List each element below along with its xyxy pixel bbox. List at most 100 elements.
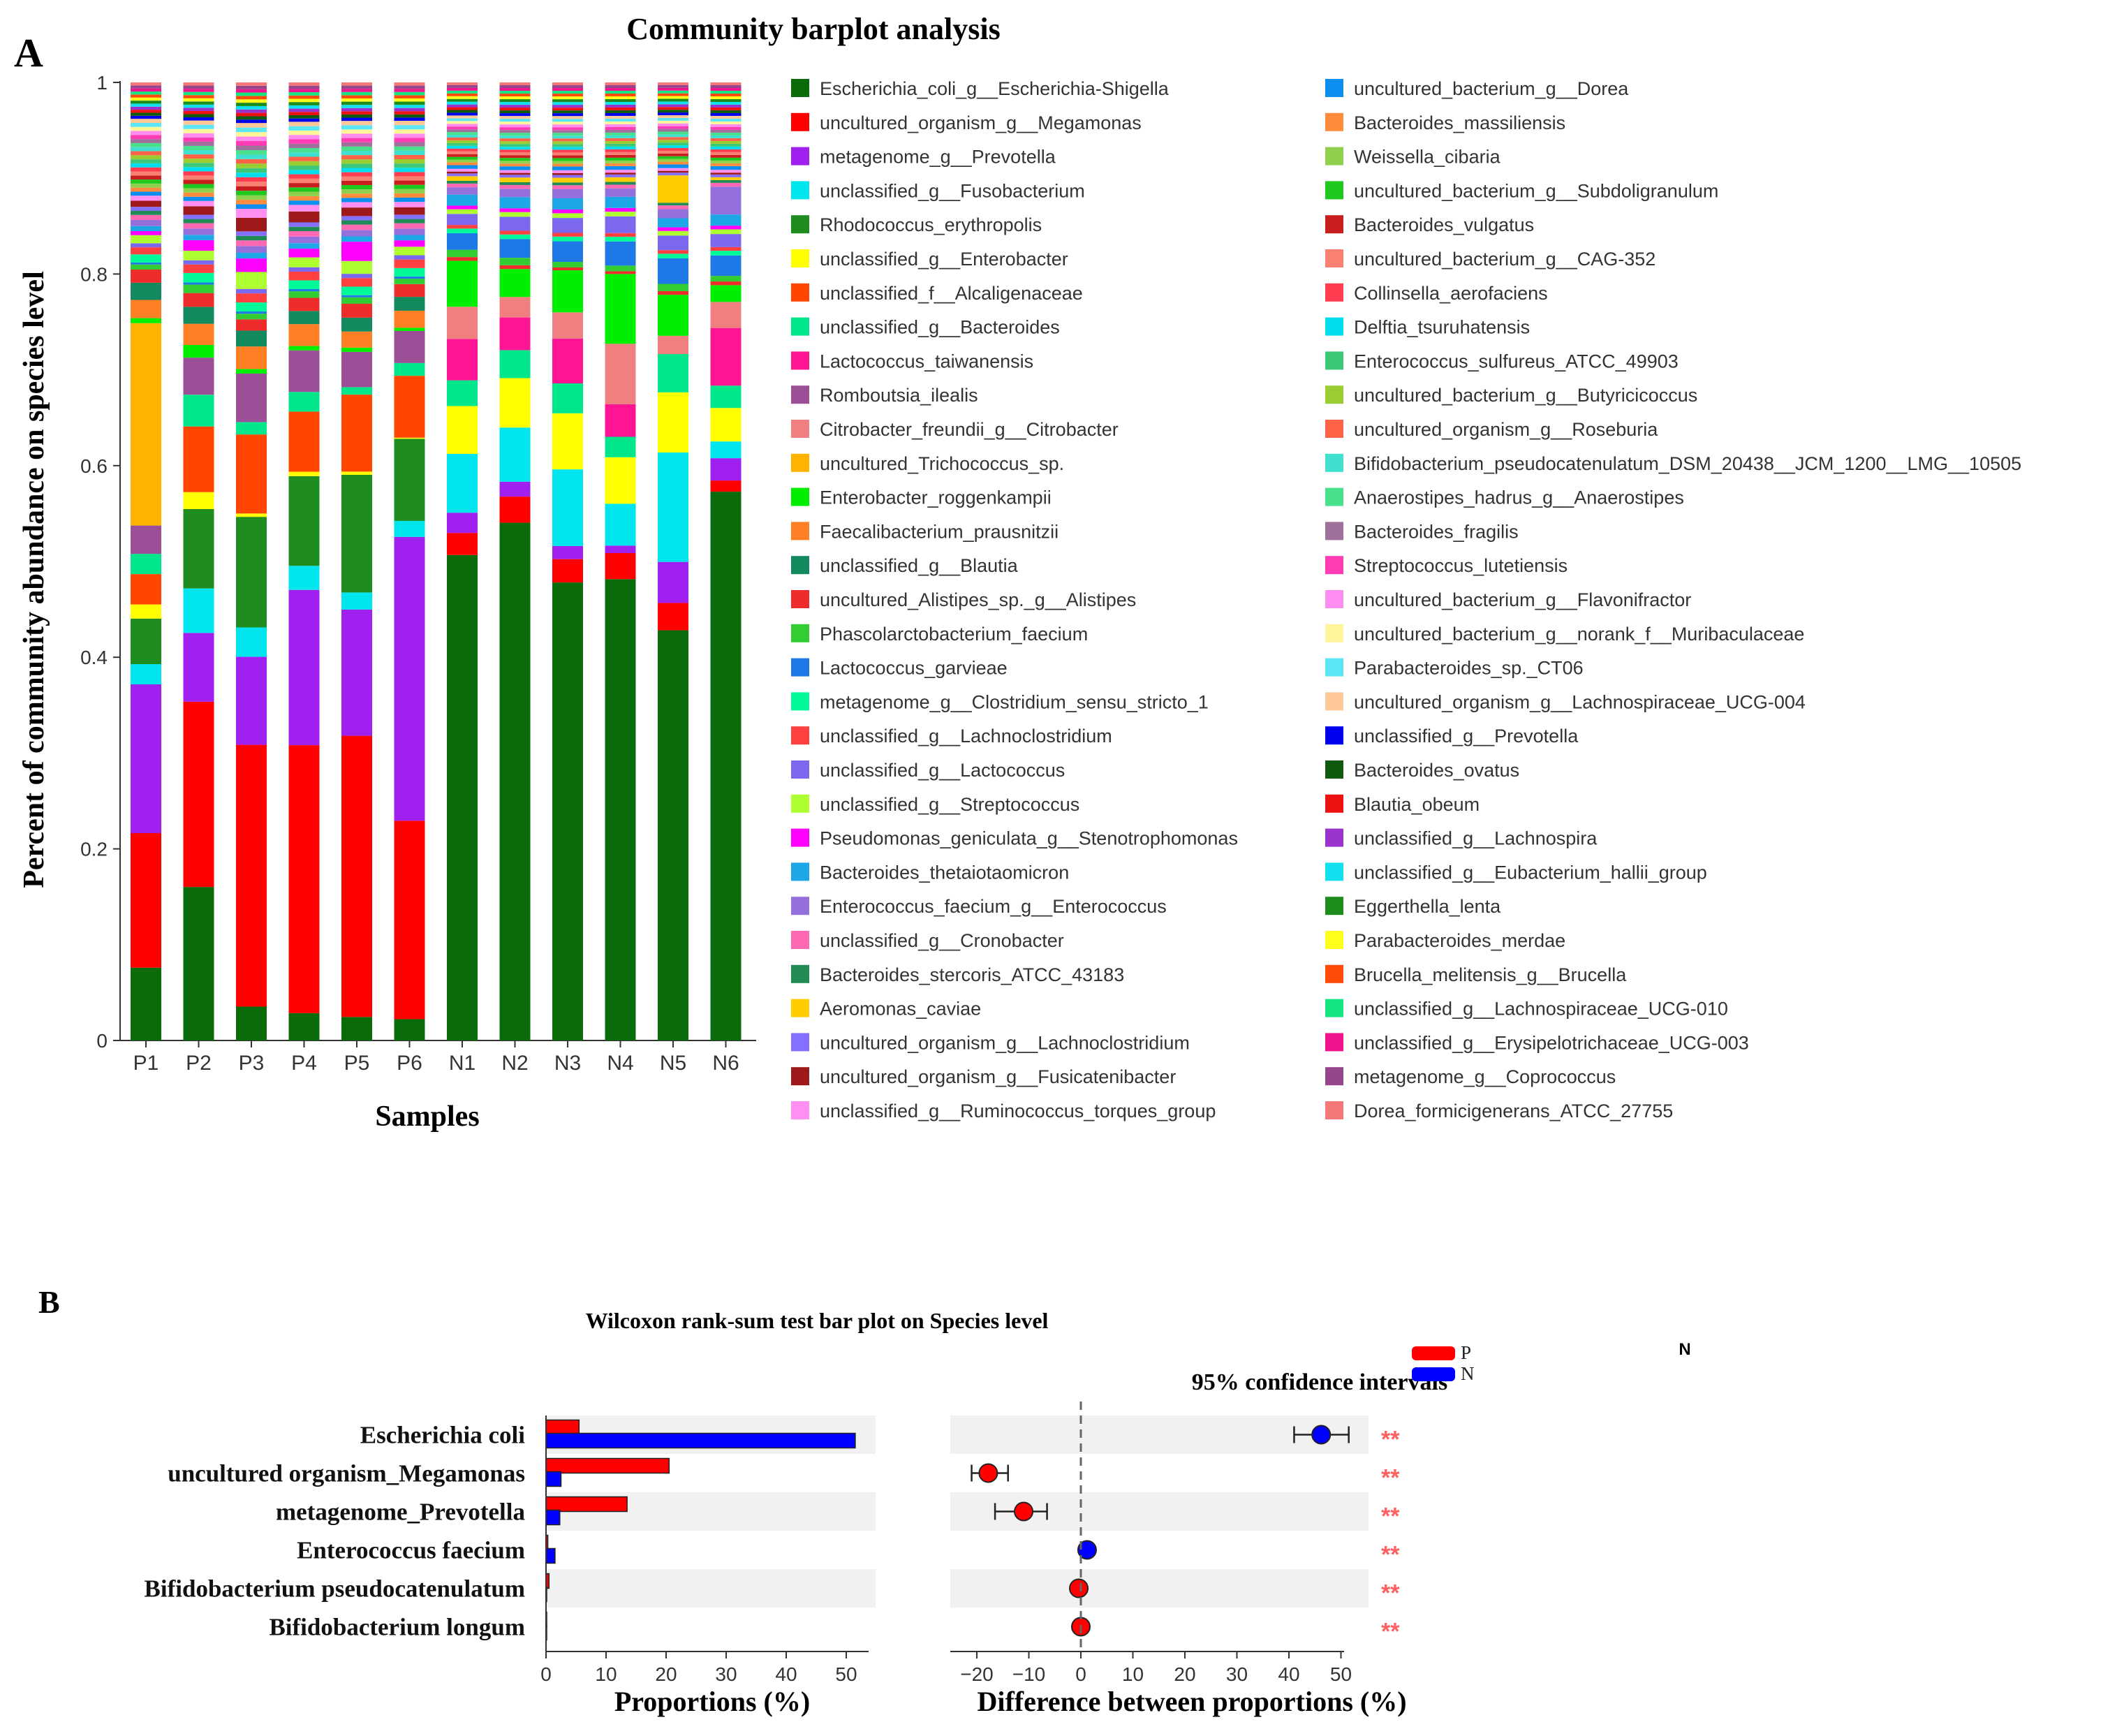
bar-segment	[552, 85, 583, 89]
bar-segment	[288, 95, 320, 99]
bar-segment	[183, 171, 214, 176]
bar-segment	[710, 165, 742, 170]
bar-segment	[288, 161, 320, 166]
bar-segment	[288, 165, 320, 170]
bar-segment	[447, 121, 478, 124]
bar-segment	[658, 107, 688, 110]
bar-segment	[447, 145, 478, 149]
bar-segment	[183, 214, 214, 219]
legend-label: Dorea_formicigenerans_ATCC_27755	[1354, 1101, 1673, 1121]
bar-segment	[710, 492, 742, 1040]
bar-segment	[183, 219, 214, 223]
bar-segment	[447, 187, 478, 195]
bar-segment	[605, 107, 636, 110]
bar-segment	[183, 98, 214, 102]
bar-segment	[552, 124, 583, 128]
x-tick-label: N1	[449, 1052, 475, 1075]
bar-segment	[658, 104, 688, 108]
bar-segment	[658, 98, 688, 102]
bar-segment	[658, 131, 688, 135]
bar-segment	[552, 135, 583, 139]
bar-segment	[499, 216, 531, 231]
bar-segment	[131, 210, 161, 215]
bar-segment	[131, 525, 161, 554]
bar-segment	[341, 98, 372, 102]
bar-segment	[552, 175, 583, 178]
bar-segment	[710, 112, 742, 116]
bar-segment	[183, 240, 214, 251]
bar-segment	[341, 471, 372, 475]
bar-segment	[605, 457, 636, 504]
bar-segment	[552, 383, 583, 413]
bar-segment	[183, 323, 214, 345]
proportion-bar-N	[545, 1547, 556, 1564]
legend-swatch	[1325, 487, 1343, 506]
bar-segment	[236, 422, 267, 435]
panel-a-axes: 0 0.2 0.4 0.6 0.8 1	[80, 72, 756, 1052]
panel-a-legend: Escherichia_coli_g__Escherichia-Shigella…	[791, 78, 2021, 1121]
left-x-tick-label: 0	[540, 1663, 552, 1685]
legend-swatch	[791, 1033, 809, 1052]
bar-segment	[131, 179, 161, 184]
bar-segment	[499, 182, 531, 185]
proportion-bar-N	[545, 1471, 562, 1487]
legend-label: Phascolarctobacterium_faecium	[820, 624, 1088, 645]
bar-segment	[341, 347, 372, 352]
bar-segment	[394, 277, 425, 279]
bar-segment	[131, 270, 161, 283]
bar-segment	[552, 312, 583, 339]
bar-segment	[183, 101, 214, 105]
bar-segment	[658, 128, 688, 132]
bar-segment	[183, 175, 214, 180]
ci-point-P	[1069, 1578, 1089, 1598]
bar-segment	[658, 126, 688, 129]
legend-label: unclassified_g__Prevotella	[1354, 726, 1579, 746]
bar-segment	[236, 123, 267, 128]
bar-segment	[394, 163, 425, 168]
bar-segment	[394, 150, 425, 155]
bar-segment	[288, 85, 320, 89]
bar-segment	[394, 362, 425, 376]
legend-swatch	[791, 794, 809, 813]
legend-swatch	[791, 487, 809, 506]
legend-swatch	[1325, 590, 1343, 608]
x-tick-label: N4	[607, 1052, 633, 1075]
bar-segment	[394, 279, 425, 284]
legend-label: Escherichia_coli_g__Escherichia-Shigella	[820, 78, 1170, 99]
bar-segment	[710, 186, 742, 215]
bar-segment	[552, 82, 583, 86]
bar-segment	[499, 124, 531, 128]
bar-segment	[605, 84, 636, 88]
bar-segment	[447, 214, 478, 226]
bar-segment	[552, 166, 583, 170]
bar-segment	[341, 207, 372, 216]
bar-segment	[288, 346, 320, 351]
bar-segment	[710, 385, 742, 409]
bar-segment	[236, 172, 267, 177]
y-tick-label: 0.8	[80, 263, 108, 285]
bar-segment	[499, 105, 531, 108]
legend-label: uncultured_organism_g__Lachnoclostridium	[820, 1032, 1190, 1053]
bar-segment	[131, 112, 161, 116]
bar-segment	[288, 324, 320, 346]
bar-segment	[131, 131, 161, 135]
bar-segment	[394, 228, 425, 235]
bar-segment	[183, 492, 214, 509]
x-tick-label: P3	[239, 1052, 265, 1075]
bar-segment	[658, 168, 688, 171]
bar-segment	[183, 264, 214, 273]
bar-segment	[710, 98, 742, 102]
bar-segment	[394, 520, 425, 537]
bar-segment	[710, 101, 742, 105]
legend-label: unclassified_g__Ruminococcus_torques_gro…	[820, 1101, 1216, 1121]
bar-segment	[236, 217, 267, 232]
bar-segment	[605, 237, 636, 242]
bar-segment	[131, 147, 161, 152]
bar-segment	[447, 233, 478, 250]
legend-label: unclassified_g__Erysipelotrichaceae_UCG-…	[1354, 1032, 1749, 1053]
bar-segment	[131, 574, 161, 605]
bar-segment	[658, 147, 688, 151]
bar-segment	[183, 588, 214, 633]
bar-segment	[605, 96, 636, 99]
bar-segment	[394, 98, 425, 102]
